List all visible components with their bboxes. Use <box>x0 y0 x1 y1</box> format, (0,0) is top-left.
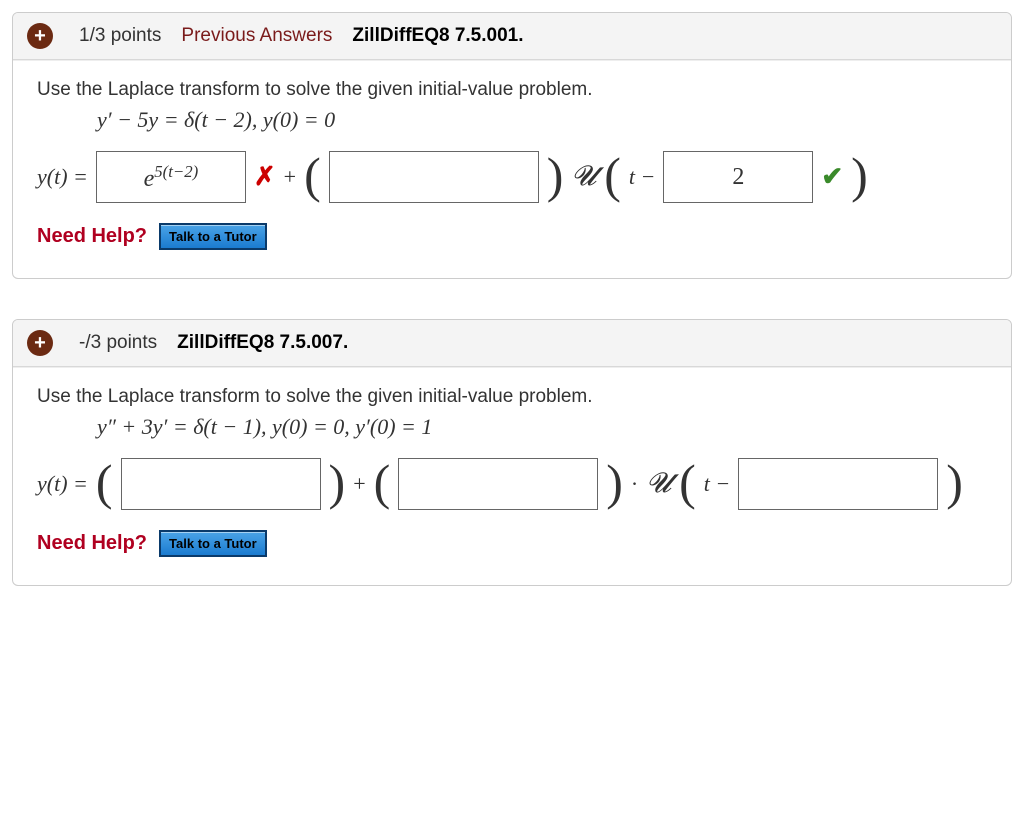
need-help-label: Need Help? <box>37 225 147 248</box>
answer-lhs: y(t) = <box>37 471 88 497</box>
plus-sign: + <box>353 471 365 497</box>
answer-lhs: y(t) = <box>37 164 88 190</box>
talk-to-tutor-button[interactable]: Talk to a Tutor <box>159 223 267 250</box>
dot-label: · <box>631 471 638 497</box>
need-help-row: Need Help? Talk to a Tutor <box>37 530 987 557</box>
question-title: ZillDiffEQ8 7.5.001. <box>352 25 523 47</box>
question-2: + -/3 points ZillDiffEQ8 7.5.007. Use th… <box>12 319 1012 586</box>
answer-box-1[interactable] <box>121 458 321 510</box>
question-body: Use the Laplace transform to solve the g… <box>13 367 1011 585</box>
talk-to-tutor-button[interactable]: Talk to a Tutor <box>159 530 267 557</box>
t-minus-label: t − <box>629 164 655 190</box>
need-help-row: Need Help? Talk to a Tutor <box>37 223 987 250</box>
expand-icon[interactable]: + <box>27 23 53 49</box>
wrong-icon: ✗ <box>254 162 276 192</box>
answer-box-3[interactable] <box>738 458 938 510</box>
previous-answers-link[interactable]: Previous Answers <box>181 25 332 47</box>
points-label: 1/3 points <box>79 25 161 47</box>
answer-box-3[interactable]: 2 <box>663 151 813 203</box>
answer-row: y(t) = ( ) + ( ) · 𝓤 ( t − ) <box>37 458 987 510</box>
question-body: Use the Laplace transform to solve the g… <box>13 60 1011 278</box>
correct-icon: ✔ <box>821 162 843 192</box>
question-1: + 1/3 points Previous Answers ZillDiffEQ… <box>12 12 1012 279</box>
question-equation: y′ − 5y = δ(t − 2), y(0) = 0 <box>97 107 987 133</box>
question-header: + 1/3 points Previous Answers ZillDiffEQ… <box>13 13 1011 60</box>
points-label: -/3 points <box>79 332 157 354</box>
answer-row: y(t) = e5(t−2) ✗ + ( ) 𝓤 ( t − 2 ✔ ) <box>37 151 987 203</box>
answer-box-2[interactable] <box>398 458 598 510</box>
plus-sign: + <box>284 164 296 190</box>
step-fn-label: 𝓤 <box>646 468 671 500</box>
answer-box-1[interactable]: e5(t−2) <box>96 151 246 203</box>
question-equation: y″ + 3y′ = δ(t − 1), y(0) = 0, y′(0) = 1 <box>97 414 987 440</box>
answer-box-2[interactable] <box>329 151 539 203</box>
question-header: + -/3 points ZillDiffEQ8 7.5.007. <box>13 320 1011 367</box>
step-fn-label: 𝓤 <box>571 161 596 193</box>
question-prompt: Use the Laplace transform to solve the g… <box>37 79 987 101</box>
t-minus-label: t − <box>704 471 730 497</box>
question-title: ZillDiffEQ8 7.5.007. <box>177 332 348 354</box>
need-help-label: Need Help? <box>37 532 147 555</box>
question-prompt: Use the Laplace transform to solve the g… <box>37 386 987 408</box>
expand-icon[interactable]: + <box>27 330 53 356</box>
